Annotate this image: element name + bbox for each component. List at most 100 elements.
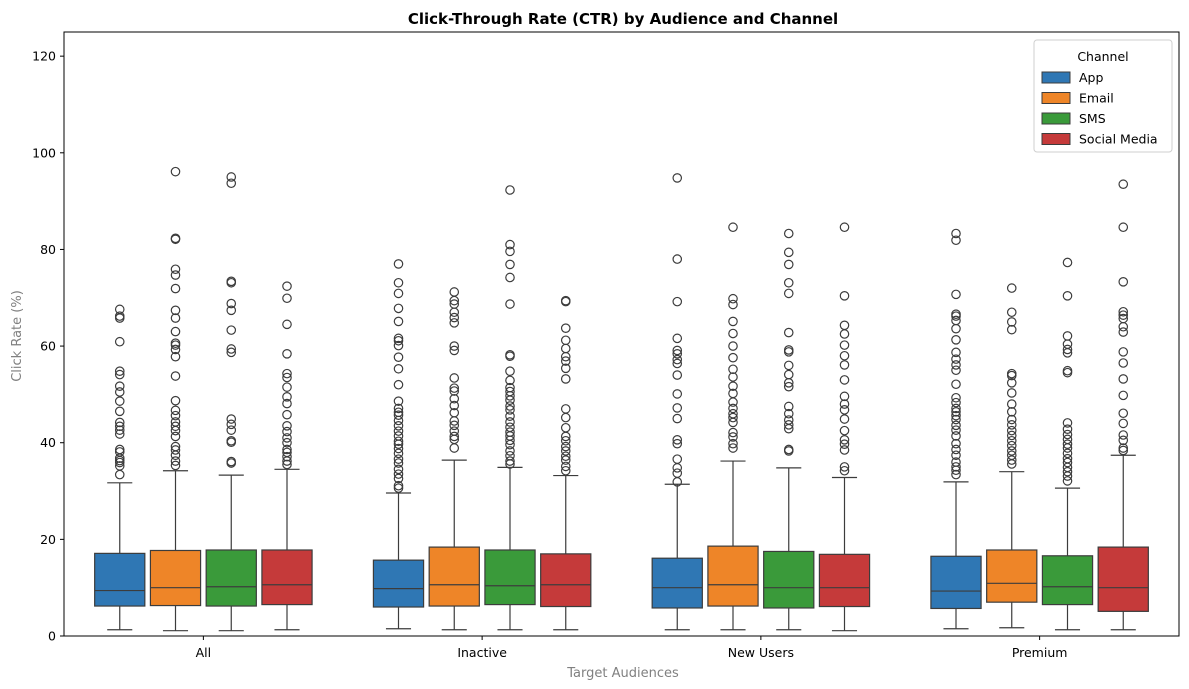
- outlier-point: [672, 389, 683, 399]
- outlier-point: [1062, 344, 1073, 355]
- outlier-point: [783, 327, 794, 338]
- outlier-point: [783, 345, 794, 355]
- outlier-point: [951, 365, 961, 376]
- outlier-point: [1118, 418, 1129, 429]
- iqr-box: [94, 552, 146, 607]
- outlier-point: [560, 412, 571, 423]
- outlier-point: [114, 336, 125, 347]
- outlier-point: [1062, 457, 1073, 468]
- outlier-point: [560, 323, 571, 334]
- outlier-point: [226, 325, 237, 335]
- outlier-point: [672, 403, 683, 413]
- outlier-point: [951, 354, 961, 364]
- iqr-box: [205, 549, 257, 607]
- outlier-point: [951, 323, 961, 334]
- y-tick-label: 80: [40, 242, 56, 257]
- outlier-point: [951, 431, 961, 441]
- outlier-point: [505, 422, 515, 433]
- y-tick-label: 0: [48, 629, 56, 644]
- outlier-point: [170, 431, 181, 442]
- x-tick-label: New Users: [728, 645, 794, 660]
- x-tick-label: All: [196, 645, 212, 660]
- outlier-point: [951, 444, 961, 455]
- outlier-point: [1062, 365, 1073, 376]
- iqr-box: [1097, 546, 1149, 612]
- outlier-point: [1118, 374, 1129, 384]
- box-new-users-app: [651, 173, 703, 631]
- outlier-point: [839, 360, 850, 370]
- outlier-point: [226, 276, 237, 287]
- outlier-point: [170, 417, 181, 427]
- outlier-point: [1006, 307, 1017, 318]
- x-tick-label: Inactive: [457, 645, 507, 660]
- outlier-point: [1006, 388, 1017, 398]
- outlier-point: [114, 421, 125, 432]
- box-premium-email: [986, 283, 1038, 629]
- outlier-point: [783, 408, 794, 419]
- x-axis-label: Target Audiences: [566, 666, 679, 681]
- outlier-point: [114, 406, 125, 417]
- box-all-social-media: [261, 281, 313, 631]
- outlier-point: [951, 397, 961, 408]
- outlier-point: [783, 288, 794, 299]
- iqr-box: [372, 559, 425, 608]
- outlier-point: [783, 369, 794, 380]
- outlier-point: [505, 272, 515, 283]
- outlier-point: [728, 443, 738, 453]
- outlier-point: [1006, 425, 1017, 436]
- outlier-point: [226, 305, 237, 316]
- outlier-point: [783, 401, 794, 412]
- outlier-point: [1006, 446, 1017, 456]
- outlier-point: [560, 451, 571, 462]
- box-all-app: [94, 304, 146, 631]
- outlier-point: [839, 391, 850, 402]
- iqr-box: [149, 549, 202, 607]
- outlier-point: [728, 328, 738, 339]
- y-tick-label: 100: [32, 145, 56, 160]
- outlier-point: [728, 408, 738, 419]
- outlier-point: [170, 270, 181, 280]
- outlier-point: [1118, 390, 1129, 401]
- outlier-point: [728, 403, 738, 414]
- outlier-point: [282, 349, 292, 359]
- iqr-box: [540, 553, 592, 608]
- outlier-point: [728, 438, 738, 449]
- box-new-users-email: [707, 222, 759, 631]
- outlier-point: [1118, 445, 1129, 456]
- outlier-point: [282, 447, 292, 458]
- outlier-point: [783, 420, 794, 430]
- legend-entry: Email: [1079, 91, 1114, 106]
- box-all-email: [149, 166, 202, 632]
- box-new-users-social-media: [818, 222, 871, 632]
- outlier-point: [449, 420, 460, 431]
- iqr-box: [707, 545, 759, 607]
- outlier-point: [951, 425, 961, 435]
- outlier-point: [783, 259, 794, 270]
- outlier-point: [672, 468, 683, 478]
- box-all-sms: [205, 172, 257, 632]
- iqr-box: [428, 546, 480, 607]
- outlier-point: [393, 335, 404, 346]
- outlier-point: [672, 358, 683, 369]
- legend-swatch: [1041, 92, 1071, 104]
- outlier-point: [505, 246, 515, 257]
- plot-area: [94, 166, 1149, 632]
- outlier-point: [1006, 455, 1017, 465]
- outlier-point: [282, 459, 292, 470]
- outlier-point: [114, 425, 125, 435]
- outlier-point: [170, 441, 181, 452]
- outlier-point: [393, 483, 404, 493]
- outlier-point: [728, 364, 738, 375]
- outlier-point: [1006, 378, 1017, 388]
- outlier-point: [560, 455, 571, 465]
- outlier-point: [1062, 466, 1073, 477]
- outlier-point: [1118, 306, 1129, 317]
- outlier-point: [393, 480, 404, 491]
- outlier-point: [1006, 430, 1017, 441]
- outlier-point: [1062, 429, 1073, 440]
- outlier-point: [1062, 331, 1073, 341]
- outlier-point: [728, 417, 738, 428]
- outlier-point: [170, 371, 181, 381]
- outlier-point: [449, 287, 460, 297]
